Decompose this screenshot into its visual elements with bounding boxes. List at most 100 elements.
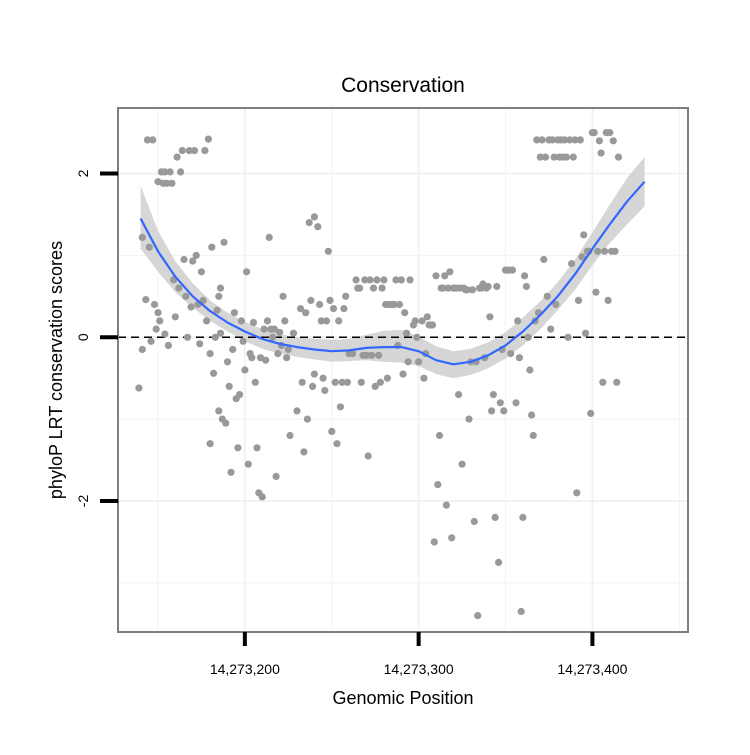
data-point xyxy=(491,513,499,522)
data-point xyxy=(496,399,504,407)
data-point xyxy=(309,382,317,390)
data-point xyxy=(340,305,348,313)
data-point xyxy=(154,309,162,317)
data-point xyxy=(236,391,244,399)
data-point xyxy=(356,284,364,292)
data-point xyxy=(592,288,600,296)
data-point xyxy=(201,147,209,155)
data-point xyxy=(597,149,605,157)
data-point xyxy=(581,329,590,337)
data-point xyxy=(470,517,478,526)
data-point xyxy=(528,411,536,419)
x-axis-label: Genomic Position xyxy=(332,688,473,708)
data-point xyxy=(576,136,584,144)
data-point xyxy=(587,409,595,417)
data-point xyxy=(279,292,287,300)
smooth-line xyxy=(139,180,646,366)
data-point xyxy=(135,384,143,392)
smooth-line-layer xyxy=(139,180,646,366)
data-point xyxy=(352,276,360,284)
data-point xyxy=(241,366,249,374)
data-point xyxy=(493,282,501,291)
data-point xyxy=(220,238,228,246)
data-point xyxy=(251,378,259,386)
panel-border xyxy=(117,107,689,633)
data-point xyxy=(369,284,378,292)
data-point xyxy=(206,440,214,448)
data-point xyxy=(237,317,245,325)
y-tick-label: -2 xyxy=(75,495,91,508)
data-point xyxy=(533,136,541,144)
data-point xyxy=(415,358,423,366)
data-point xyxy=(413,333,421,341)
data-point xyxy=(215,292,223,300)
data-point xyxy=(234,444,242,452)
data-point xyxy=(434,481,442,489)
data-point xyxy=(474,612,482,620)
data-point xyxy=(319,374,327,382)
data-point xyxy=(216,329,225,337)
data-point xyxy=(156,317,164,325)
data-point xyxy=(322,317,331,325)
data-point xyxy=(182,292,190,300)
y-tick-label: 0 xyxy=(75,333,91,341)
data-point xyxy=(566,136,574,144)
data-point xyxy=(307,296,315,304)
data-point xyxy=(465,415,473,423)
data-point xyxy=(317,317,325,325)
data-point xyxy=(171,313,179,321)
data-point xyxy=(274,350,282,358)
data-point xyxy=(488,407,496,415)
x-tick-label: 14,273,300 xyxy=(384,661,454,677)
data-point xyxy=(244,460,252,468)
data-point xyxy=(399,370,407,378)
data-point xyxy=(571,136,579,144)
data-point xyxy=(272,472,280,480)
data-point xyxy=(526,366,534,374)
data-point xyxy=(406,276,414,284)
data-point xyxy=(362,351,371,359)
data-point xyxy=(328,427,336,435)
data-point xyxy=(390,300,398,309)
data-point xyxy=(276,328,284,336)
data-point xyxy=(463,286,471,294)
data-point xyxy=(222,419,230,427)
data-point xyxy=(595,137,604,145)
data-point xyxy=(512,399,520,407)
data-point xyxy=(293,407,301,415)
data-point xyxy=(380,276,388,284)
data-point xyxy=(569,153,577,161)
data-point xyxy=(418,317,426,325)
data-point xyxy=(211,333,219,341)
data-point xyxy=(210,369,218,377)
data-point xyxy=(395,300,404,309)
data-point xyxy=(138,345,146,354)
data-point xyxy=(248,354,256,362)
y-axis-ticks: -2 0 2 xyxy=(75,169,118,507)
data-point xyxy=(262,356,270,364)
data-point xyxy=(189,257,197,265)
data-point xyxy=(230,309,238,317)
data-point xyxy=(303,415,311,423)
data-point xyxy=(547,325,555,333)
data-point xyxy=(227,468,235,476)
x-axis-ticks: 14,273,200 14,273,300 14,273,400 xyxy=(210,632,628,677)
data-point xyxy=(444,284,452,292)
data-point xyxy=(199,296,207,304)
data-point xyxy=(281,317,289,325)
data-point xyxy=(521,272,529,280)
data-point xyxy=(338,378,346,386)
data-point xyxy=(514,317,522,325)
data-point xyxy=(548,136,557,144)
data-point xyxy=(361,276,369,284)
data-point xyxy=(150,300,159,309)
data-point xyxy=(435,431,444,440)
y-axis-label: phyloP LRT conservation scores xyxy=(46,241,66,499)
data-point xyxy=(147,337,155,345)
confidence-ribbon xyxy=(140,157,645,379)
data-point xyxy=(258,493,266,501)
data-point xyxy=(507,350,515,358)
data-point xyxy=(364,452,372,460)
